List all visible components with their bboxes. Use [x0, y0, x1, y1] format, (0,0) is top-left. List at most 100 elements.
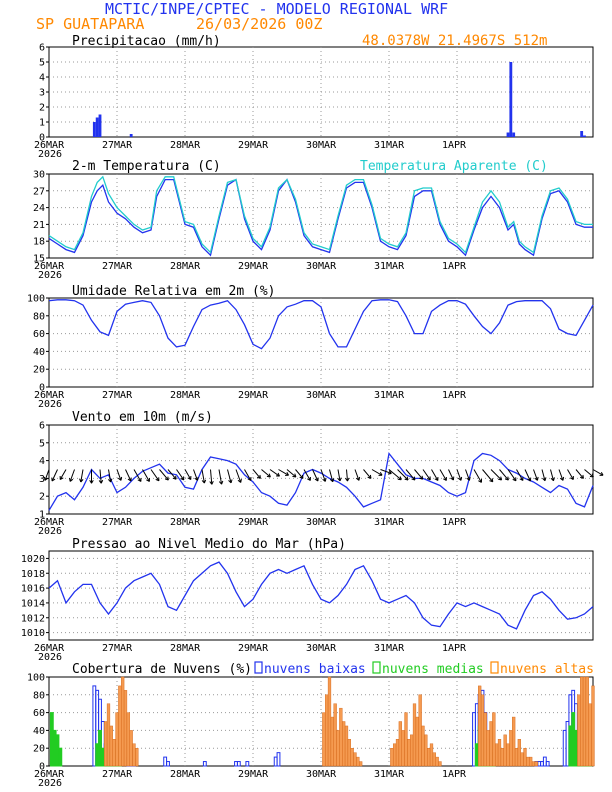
cloud-bar-nuvens-altas [132, 743, 136, 767]
wind-arrow-head [345, 477, 350, 482]
wind-arrow-head [542, 477, 547, 482]
wind-arrow [210, 469, 213, 485]
precip-year-label: 2026 [38, 149, 62, 160]
wind-arrow [414, 469, 424, 480]
wind-arrow-head [228, 479, 233, 484]
temp-panel: 26MAR 27MAR 28MAR 29MAR 30MAR 31MAR 1APR 2026 15… [33, 159, 594, 281]
wind-arrow-head [411, 476, 416, 481]
slp-ytick-label: 1018 [21, 569, 45, 580]
wind-arrow [295, 469, 304, 479]
wind-arrow-head [307, 476, 311, 481]
cloud-bar-nuvens-altas [478, 685, 482, 767]
clouds-date-label: 30MAR [306, 769, 337, 780]
wind-line-0 [48, 451, 594, 511]
temp-date-label: 26MAR [34, 261, 65, 272]
wind-arrow [584, 469, 594, 478]
cloud-legend-box [372, 661, 381, 674]
wind-arrow-head [367, 474, 372, 479]
wind-arrow-head [579, 474, 584, 479]
cloud-legend-label: nuvens baixas [264, 662, 366, 677]
wind-arrow [575, 469, 584, 479]
precip-date-label: 30MAR [306, 140, 337, 151]
temp-ytick-label: 27 [33, 186, 45, 197]
temp-ytick-label: 15 [33, 254, 45, 265]
wind-arrow-head [387, 470, 392, 475]
cloud-bar-nuvens-altas [512, 716, 516, 767]
wind-ytick-label: 2 [39, 492, 45, 503]
cloud-bar-nuvens-altas [112, 739, 116, 767]
wind-arrow-head [51, 477, 56, 482]
temp-ytick-label: 18 [33, 237, 45, 248]
wind-arrow-head [434, 476, 439, 481]
wind-arrow-head [146, 477, 150, 482]
wind-arrow [227, 469, 232, 483]
cloud-bar-nuvens-baixas [545, 761, 550, 767]
precip-bar [509, 62, 513, 137]
rh-date-label: 29MAR [238, 390, 269, 401]
cloud-bar-nuvens-altas [580, 676, 584, 767]
cloud-bar-nuvens-altas [503, 734, 507, 767]
wind-arrow-head [299, 474, 304, 479]
wind-arrow [524, 469, 531, 482]
wind-arrow-head [419, 475, 424, 480]
rh-date-label: 27MAR [102, 390, 133, 401]
slp-title: Pressao ao Nivel Medio do Mar (hPa) [72, 537, 346, 552]
cloud-bar-nuvens-medias [58, 747, 63, 767]
wind-arrow-head [43, 476, 49, 481]
cloud-bar-nuvens-altas [412, 703, 417, 767]
cloud-bar-nuvens-altas [390, 748, 394, 767]
cloud-bar-nuvens-altas [327, 676, 332, 767]
wind-arrow [567, 469, 574, 480]
temp-date-label: 27MAR [102, 261, 133, 272]
cloud-bar-nuvens-altas [359, 761, 363, 767]
wind-arrow-head [256, 474, 261, 479]
precip-ytick-label: 1 [39, 118, 45, 129]
cloud-bar-nuvens-altas [404, 712, 408, 767]
slp-ytick-label: 1016 [21, 584, 45, 595]
slp-date-label: 29MAR [238, 643, 269, 654]
cloud-bar-nuvens-altas [427, 748, 431, 767]
rh-date-label: 30MAR [306, 390, 337, 401]
cloud-bar-nuvens-altas [347, 739, 351, 767]
cloud-bar-nuvens-baixas [245, 761, 250, 767]
wind-arrow-head [180, 476, 185, 481]
wind-arrow-head [218, 480, 224, 485]
slp-date-label: 27MAR [102, 643, 133, 654]
precip-ytick-label: 0 [39, 133, 45, 144]
cloud-bar-nuvens-altas [407, 739, 411, 767]
clouds-ytick-label: 100 [27, 673, 45, 684]
cloud-bar-nuvens-altas [495, 743, 499, 767]
cloud-bar-nuvens-altas [421, 725, 425, 767]
wind-date-label: 1APR [442, 517, 467, 528]
slp-ytick-label: 1014 [21, 598, 45, 609]
cloud-bar-nuvens-altas [115, 712, 119, 767]
slp-ytick-label: 1012 [21, 613, 45, 624]
wind-arrow [516, 469, 524, 481]
precip-ytick-label: 4 [39, 73, 45, 84]
wind-arrow [278, 469, 289, 476]
cloud-bar-nuvens-altas [353, 752, 357, 767]
wind-arrow [133, 469, 142, 482]
wind-arrow [125, 469, 132, 482]
slp-date-label: 30MAR [306, 643, 337, 654]
cloud-bar-nuvens-altas [336, 730, 340, 767]
precip-date-label: 26MAR [34, 140, 65, 151]
slp-line-0 [48, 561, 594, 630]
wind-arrow [465, 469, 470, 481]
wind-arrow-head [569, 476, 574, 480]
wind-arrow [371, 469, 383, 476]
wind-arrow [473, 469, 482, 483]
wind-arrow [456, 469, 462, 481]
slp-date-label: 1APR [442, 643, 467, 654]
temp-date-label: 29MAR [238, 261, 269, 272]
precip-bar [506, 132, 510, 137]
wind-arrow-head [466, 476, 471, 481]
clouds-year-label: 2026 [38, 778, 62, 789]
wind-arrow [388, 469, 402, 481]
precip-panel: 26MAR 27MAR 28MAR 29MAR 30MAR 31MAR 1APR 2026 0 1… [34, 34, 594, 160]
wind-date-label: 31MAR [374, 517, 405, 528]
wind-arrow [184, 469, 192, 480]
cloud-bar-nuvens-altas [333, 703, 337, 767]
wind-arrow [303, 469, 311, 481]
rh-ytick-label: 100 [27, 294, 45, 305]
